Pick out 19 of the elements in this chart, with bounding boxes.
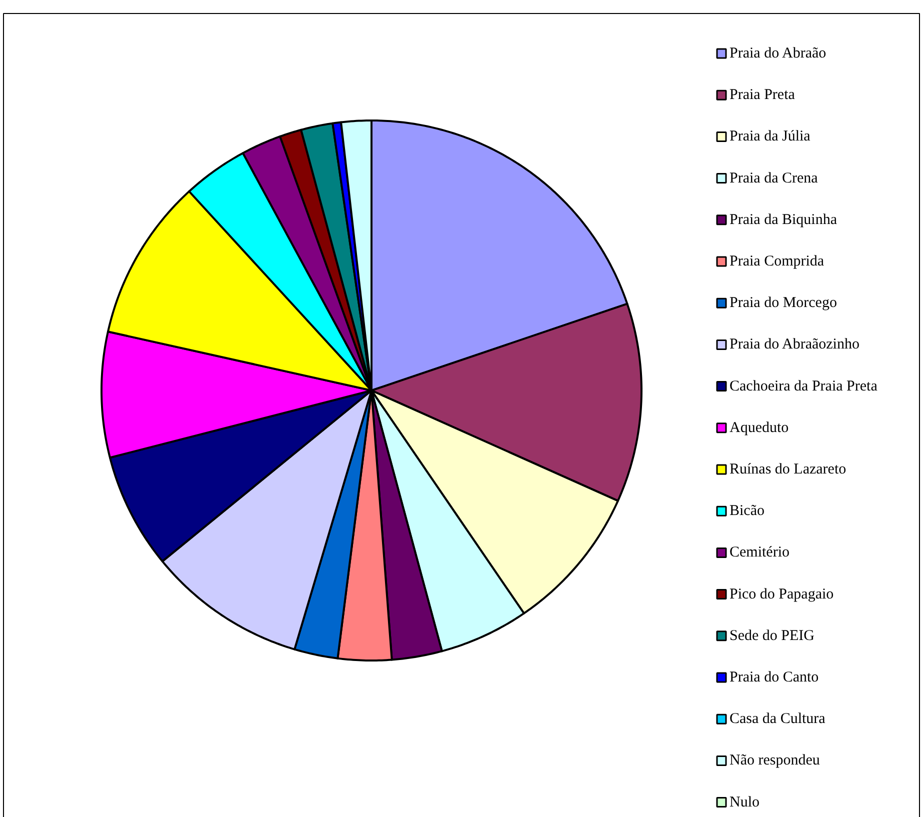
legend-label: Praia do Abraãozinho xyxy=(730,336,860,353)
legend-label: Praia da Crena xyxy=(730,170,818,186)
legend-label: Cemitério xyxy=(730,544,790,561)
legend-label: Sede do PEIG xyxy=(730,628,815,644)
legend-label: Não respondeu xyxy=(730,752,820,769)
legend-label: Ruínas do Lazareto xyxy=(730,462,846,478)
legend-label: Nulo xyxy=(730,794,760,810)
legend-label: Aqueduto xyxy=(730,420,789,436)
legend-label: Praia do Abraão xyxy=(730,46,826,62)
legend-label: Praia do Morcego xyxy=(730,295,837,312)
legend-label: Praia Preta xyxy=(730,87,796,104)
legend-label: Praia Comprida xyxy=(730,254,824,270)
legend-label: Cachoeira da Praia Preta xyxy=(730,378,878,394)
legend-label: Bicão xyxy=(730,503,764,520)
legend-label: Praia da Biquinha xyxy=(730,212,838,228)
legend-label: Casa da Cultura xyxy=(730,711,826,728)
legend-label: Praia da Júlia xyxy=(730,128,811,145)
legend-label: Praia do Canto xyxy=(730,670,819,686)
legend-label: Pico do Papagaio xyxy=(730,586,834,602)
